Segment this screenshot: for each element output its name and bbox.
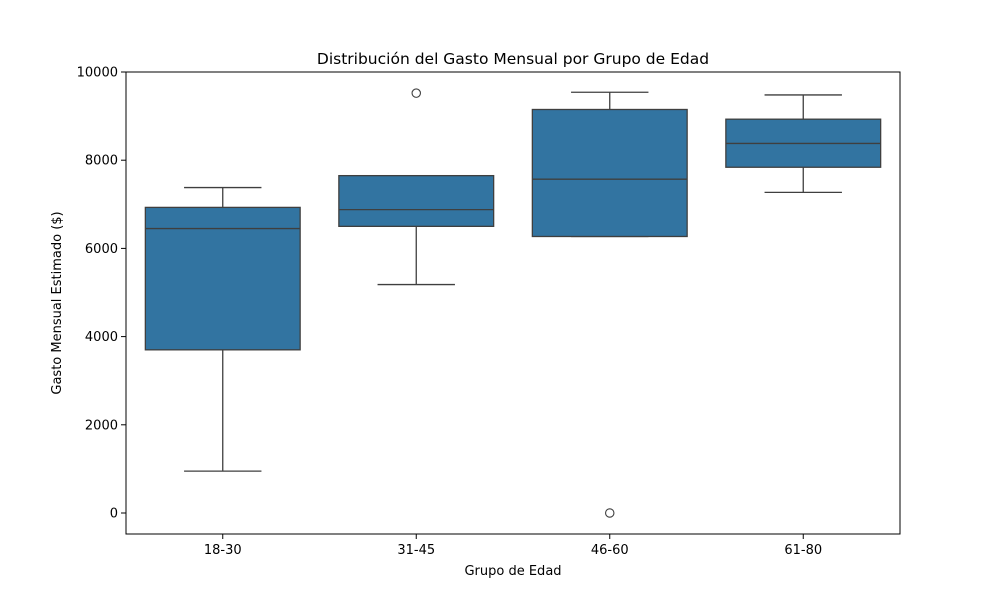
- x-axis: 18-30 31-45 46-60 61-80: [204, 534, 822, 558]
- iqr-box: [338, 174, 495, 227]
- y-tick-label: 8000: [85, 154, 118, 169]
- box-group-61-80: [725, 94, 882, 194]
- y-tick-label: 0: [110, 507, 118, 522]
- x-tick-label: 61-80: [784, 543, 822, 558]
- y-tick-label: 2000: [85, 418, 118, 433]
- iqr-box: [144, 206, 301, 351]
- x-tick-label: 18-30: [204, 543, 242, 558]
- chart-title: Distribución del Gasto Mensual por Grupo…: [317, 50, 709, 68]
- plot-area-frame: [125, 71, 901, 535]
- y-axis-label: Gasto Mensual Estimado ($): [50, 211, 65, 394]
- outlier-point: [604, 508, 615, 518]
- y-tick-label: 10000: [77, 66, 118, 81]
- y-axis: 0 2000 4000 6000 8000 10000: [77, 66, 126, 522]
- y-tick-label: 6000: [85, 242, 118, 257]
- x-tick-label: 31-45: [397, 543, 435, 558]
- plot-marks: [144, 88, 882, 518]
- box-group-18-30: [144, 186, 301, 472]
- outlier-point: [411, 88, 421, 98]
- iqr-box: [531, 108, 688, 238]
- x-tick-label: 46-60: [591, 543, 629, 558]
- y-tick-label: 4000: [85, 330, 118, 345]
- box-group-46-60: [531, 91, 688, 518]
- box-group-31-45: [338, 88, 495, 286]
- x-axis-label: Grupo de Edad: [464, 564, 561, 579]
